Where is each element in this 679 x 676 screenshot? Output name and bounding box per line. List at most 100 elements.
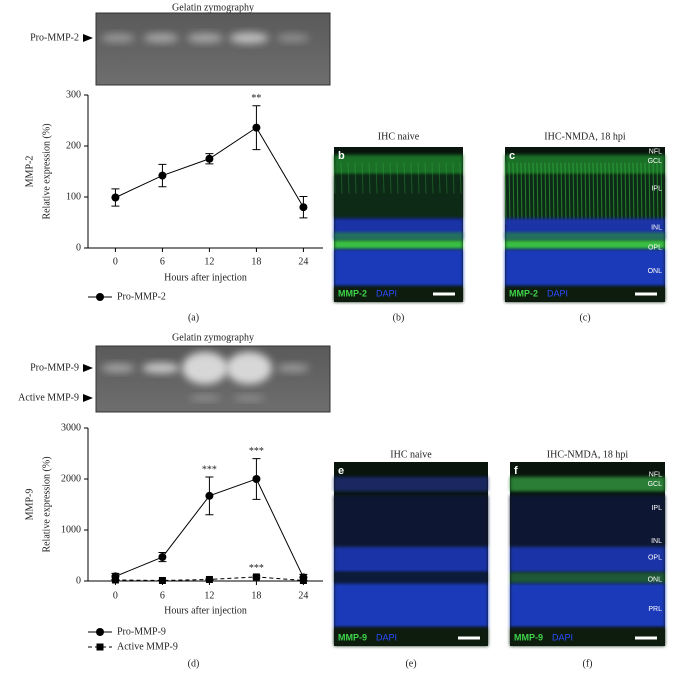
layer-label: INL <box>651 224 662 231</box>
fiber <box>652 162 655 225</box>
tissue-layer <box>505 240 665 250</box>
caption: (f) <box>583 658 593 669</box>
tissue-layer <box>334 546 488 573</box>
layer-label: ONL <box>648 577 663 584</box>
band-arrow <box>83 364 93 372</box>
tissue-layer <box>334 232 463 240</box>
gel-band <box>233 395 265 401</box>
x-label: Hours after injection <box>164 272 247 283</box>
fiber <box>604 162 607 225</box>
marker <box>252 573 260 581</box>
tissue-layer <box>334 174 463 219</box>
legend-label: Pro-MMP-2 <box>117 291 166 302</box>
fiber <box>520 162 523 225</box>
stain-label: MMP-9 <box>338 632 367 642</box>
fiber <box>640 162 643 225</box>
x-tick-label: 24 <box>298 256 308 267</box>
fiber <box>560 162 563 225</box>
fiber <box>382 162 385 194</box>
y-tick-label: 0 <box>76 575 81 586</box>
layer-label: IPL <box>651 186 662 193</box>
significance: *** <box>249 446 264 457</box>
layer-label: NFL <box>649 148 662 155</box>
gel-band <box>229 32 269 44</box>
panel-letter: f <box>514 465 518 477</box>
fiber <box>600 162 603 225</box>
x-tick-label: 6 <box>160 590 165 601</box>
fiber <box>568 162 571 225</box>
x-tick-label: 18 <box>251 590 261 601</box>
x-tick-label: 0 <box>113 590 118 601</box>
gel-title: Gelatin zymography <box>172 2 254 13</box>
tissue-layer <box>334 240 463 250</box>
band-label: Pro-MMP-9 <box>30 362 79 373</box>
gel-band <box>276 33 310 43</box>
y-tick-label: 100 <box>66 191 81 202</box>
tissue-layer <box>334 583 488 628</box>
gel-band <box>187 33 223 43</box>
fiber <box>544 162 547 225</box>
marker <box>299 576 307 584</box>
fiber <box>556 162 559 225</box>
fiber <box>424 162 427 194</box>
fiber <box>592 162 595 225</box>
fiber <box>438 162 441 194</box>
x-tick-label: 12 <box>204 590 214 601</box>
y-tick-label: 2000 <box>61 473 81 484</box>
caption: (a) <box>188 312 199 323</box>
fiber <box>564 162 567 225</box>
fiber <box>417 162 420 194</box>
stain-label: MMP-2 <box>338 288 367 298</box>
counterstain-label: DAPI <box>552 632 573 642</box>
fiber <box>375 162 378 194</box>
fiber <box>452 162 455 194</box>
layer-label: ONL <box>648 268 663 275</box>
gel-image <box>95 12 331 86</box>
panel-title: IHC-NMDA, 18 hpi <box>544 131 626 142</box>
y-tick-label: 3000 <box>61 422 81 433</box>
marker <box>205 575 213 583</box>
marker <box>158 553 167 562</box>
fiber <box>552 162 555 225</box>
fiber <box>368 162 371 194</box>
tissue-layer <box>334 476 488 492</box>
panel-title: IHC naive <box>378 131 420 142</box>
tissue-layer <box>334 627 488 646</box>
fiber <box>361 162 364 194</box>
fiber <box>572 162 575 225</box>
gel-band <box>182 351 228 385</box>
fiber <box>588 162 591 225</box>
fiber <box>431 162 434 194</box>
layer-label: OPL <box>648 555 662 562</box>
marker <box>252 475 261 483</box>
fiber <box>576 162 579 225</box>
gel-band <box>189 395 221 401</box>
gel-band <box>276 363 310 373</box>
caption: (d) <box>188 658 200 669</box>
fiber <box>628 162 631 225</box>
tissue-layer <box>334 495 488 547</box>
fiber <box>340 162 343 194</box>
fiber <box>636 162 639 225</box>
tissue-layer <box>334 249 463 287</box>
layer-label: GCL <box>648 481 663 488</box>
marker <box>96 293 104 301</box>
band-arrow <box>83 394 93 402</box>
fiber <box>540 162 543 225</box>
fiber <box>528 162 531 225</box>
fiber <box>333 162 336 194</box>
marker <box>96 628 104 636</box>
tissue-layer <box>505 232 665 240</box>
caption: (b) <box>393 312 405 323</box>
fiber <box>516 162 519 225</box>
y-label: Relative expression (%) <box>41 456 52 552</box>
layer-label: IPL <box>651 505 662 512</box>
gel-title: Gelatin zymography <box>172 332 254 343</box>
fiber <box>445 162 448 194</box>
marker <box>111 576 119 584</box>
fiber <box>459 162 462 194</box>
band-label: Active MMP-9 <box>18 392 79 403</box>
marker <box>111 193 120 202</box>
significance: *** <box>249 563 264 574</box>
